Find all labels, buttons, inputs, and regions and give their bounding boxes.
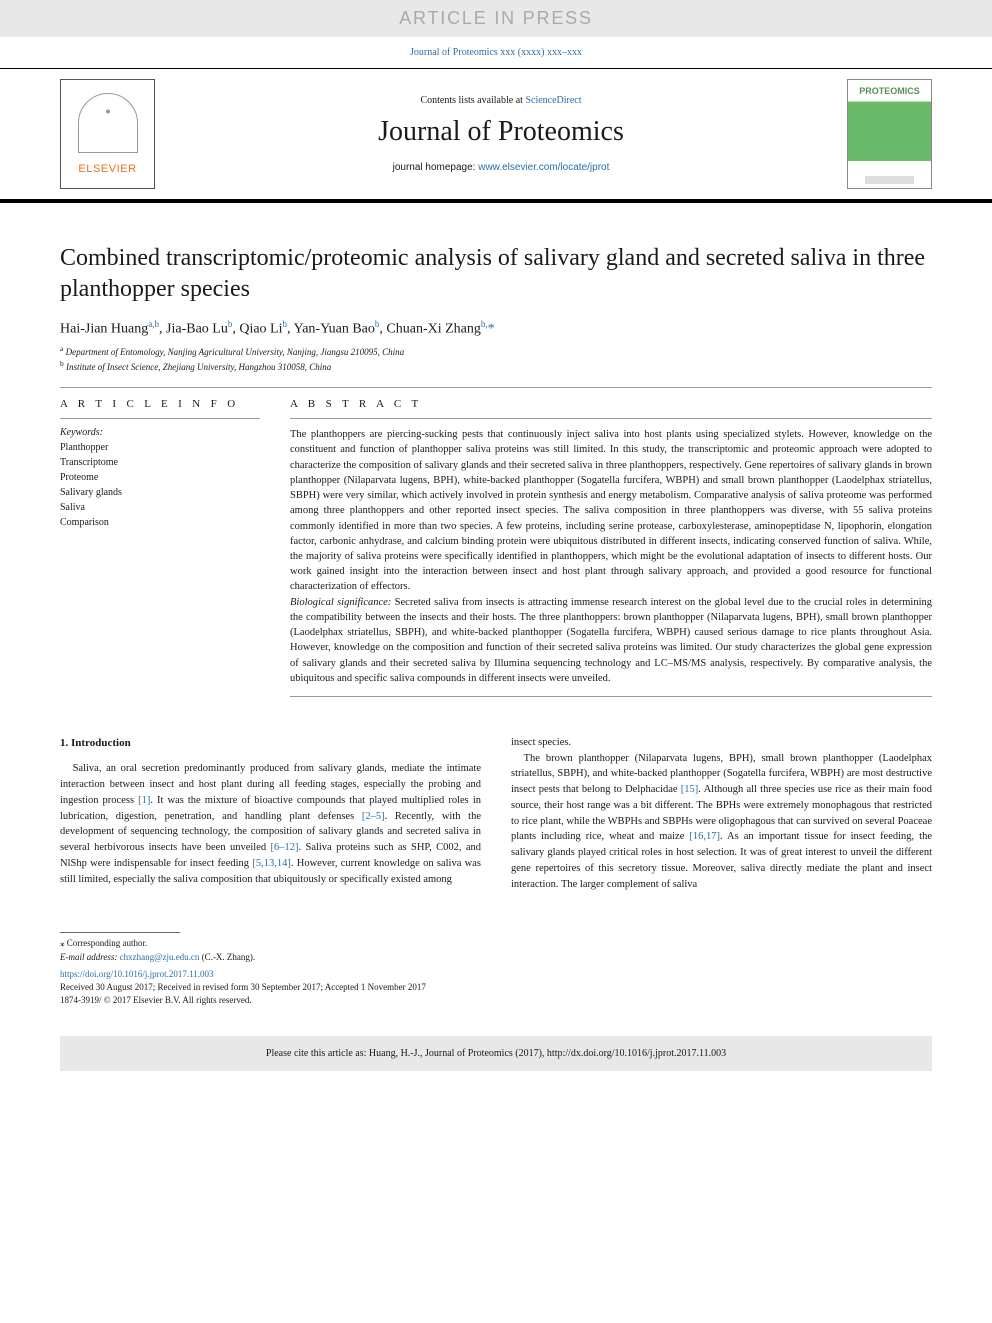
intro-right-continuation: insect species. bbox=[511, 735, 932, 751]
abstract-label: A B S T R A C T bbox=[290, 398, 932, 410]
sciencedirect-link[interactable]: ScienceDirect bbox=[525, 95, 581, 106]
elsevier-brand-text: ELSEVIER bbox=[78, 163, 136, 175]
intro-left-paragraph: Saliva, an oral secretion predominantly … bbox=[60, 761, 481, 887]
abstract-text: The planthoppers are piercing-sucking pe… bbox=[290, 427, 932, 686]
footnote-rule bbox=[60, 932, 180, 933]
homepage-link[interactable]: www.elsevier.com/locate/jprot bbox=[478, 162, 609, 173]
citation-link[interactable]: [16,17] bbox=[689, 831, 720, 842]
affiliations: a Department of Entomology, Nanjing Agri… bbox=[60, 344, 932, 373]
intro-heading: 1. Introduction bbox=[60, 735, 481, 752]
left-column: 1. Introduction Saliva, an oral secretio… bbox=[60, 735, 481, 893]
author-list: Hai-Jian Huanga,b, Jia-Bao Lub, Qiao Lib… bbox=[60, 319, 932, 338]
bio-significance-label: Biological significance: bbox=[290, 597, 391, 608]
journal-reference-link[interactable]: Journal of Proteomics xxx (xxxx) xxx–xxx bbox=[410, 47, 582, 58]
footer-metadata: https://doi.org/10.1016/j.jprot.2017.11.… bbox=[0, 964, 992, 1026]
article-info-column: A R T I C L E I N F O Keywords: Planthop… bbox=[60, 398, 260, 705]
journal-cover-thumbnail: PROTEOMICS bbox=[847, 79, 932, 189]
journal-reference-line: Journal of Proteomics xxx (xxxx) xxx–xxx bbox=[0, 37, 992, 68]
citation-link[interactable]: [2–5] bbox=[362, 811, 385, 822]
cite-this-article-box: Please cite this article as: Huang, H.-J… bbox=[60, 1036, 932, 1071]
elsevier-tree-icon bbox=[78, 93, 138, 153]
journal-header: ELSEVIER Contents lists available at Sci… bbox=[0, 68, 992, 203]
citation-link[interactable]: [5,13,14] bbox=[252, 858, 291, 869]
main-text: 1. Introduction Saliva, an oral secretio… bbox=[60, 735, 932, 893]
citation-link[interactable]: [6–12] bbox=[270, 842, 298, 853]
corresponding-email-link[interactable]: chxzhang@zju.edu.cn bbox=[120, 952, 200, 962]
keywords-list: PlanthopperTranscriptomeProteomeSalivary… bbox=[60, 440, 260, 530]
divider bbox=[290, 418, 932, 419]
copyright-line: 1874-3919/ © 2017 Elsevier B.V. All righ… bbox=[60, 995, 252, 1005]
cover-title: PROTEOMICS bbox=[859, 86, 920, 96]
homepage-prefix: journal homepage: bbox=[393, 162, 479, 173]
header-center: Contents lists available at ScienceDirec… bbox=[155, 95, 847, 173]
homepage-line: journal homepage: www.elsevier.com/locat… bbox=[155, 162, 847, 173]
abstract-column: A B S T R A C T The planthoppers are pie… bbox=[290, 398, 932, 705]
abstract-para1: The planthoppers are piercing-sucking pe… bbox=[290, 429, 932, 592]
email-line: E-mail address: chxzhang@zju.edu.cn (C.-… bbox=[60, 951, 932, 965]
journal-title: Journal of Proteomics bbox=[155, 116, 847, 148]
article-in-press-banner: ARTICLE IN PRESS bbox=[0, 0, 992, 37]
right-column: insect species. The brown planthopper (N… bbox=[511, 735, 932, 893]
contents-line: Contents lists available at ScienceDirec… bbox=[155, 95, 847, 106]
divider bbox=[290, 696, 932, 697]
doi-link[interactable]: https://doi.org/10.1016/j.jprot.2017.11.… bbox=[60, 969, 214, 979]
article-title: Combined transcriptomic/proteomic analys… bbox=[60, 243, 932, 305]
email-suffix: (C.-X. Zhang). bbox=[199, 952, 255, 962]
divider bbox=[60, 387, 932, 388]
email-label: E-mail address: bbox=[60, 952, 120, 962]
intro-right-paragraph: The brown planthopper (Nilaparvata lugen… bbox=[511, 751, 932, 893]
footnotes: ⁎ Corresponding author. E-mail address: … bbox=[0, 932, 992, 964]
keywords-label: Keywords: bbox=[60, 427, 260, 438]
abstract-para2: Secreted saliva from insects is attracti… bbox=[290, 597, 932, 684]
cover-bar-icon bbox=[865, 176, 915, 184]
citation-link[interactable]: [15] bbox=[681, 784, 699, 795]
elsevier-logo: ELSEVIER bbox=[60, 79, 155, 189]
article-info-label: A R T I C L E I N F O bbox=[60, 398, 260, 410]
divider bbox=[60, 418, 260, 419]
received-dates: Received 30 August 2017; Received in rev… bbox=[60, 982, 426, 992]
contents-prefix: Contents lists available at bbox=[420, 95, 525, 106]
citation-link[interactable]: [1] bbox=[138, 795, 150, 806]
corresponding-author-note: ⁎ Corresponding author. bbox=[60, 937, 932, 951]
